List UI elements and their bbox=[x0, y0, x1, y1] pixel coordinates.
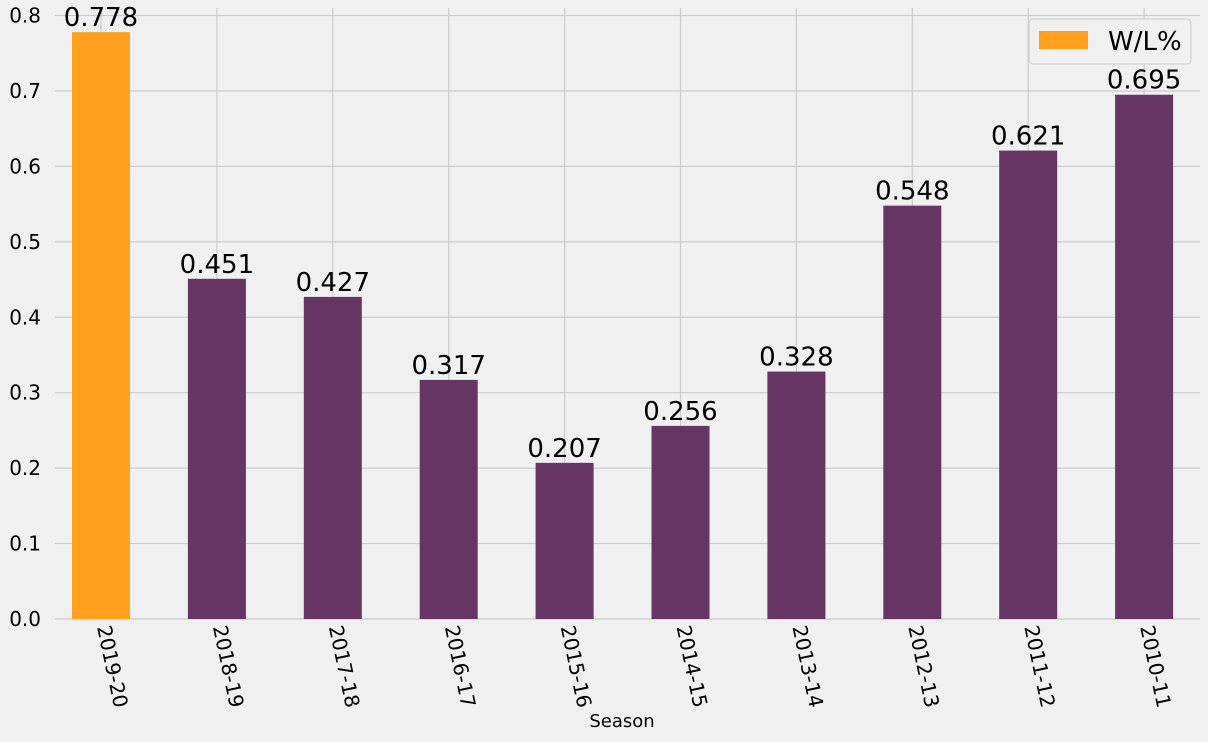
bar-value-label: 0.451 bbox=[180, 250, 254, 280]
bar-value-label: 0.207 bbox=[527, 434, 601, 464]
bar bbox=[767, 371, 826, 619]
y-axis-ticks: 0.0 0.1 0.2 0.3 0.4 0.5 0.6 0.7 0.8 bbox=[9, 4, 41, 631]
bar bbox=[72, 32, 130, 620]
bar-value-label: 0.548 bbox=[875, 177, 949, 207]
y-tick-label: 0.8 bbox=[9, 4, 41, 28]
bar bbox=[883, 205, 942, 620]
bars bbox=[72, 32, 1174, 620]
y-tick-label: 0.2 bbox=[9, 456, 41, 480]
bar bbox=[187, 278, 246, 619]
y-tick-label: 0.5 bbox=[9, 230, 41, 254]
bar-value-label: 0.427 bbox=[296, 268, 370, 298]
bar-value-labels: 0.778 0.451 0.427 0.317 0.207 0.256 0.328 0.548… bbox=[64, 3, 1182, 464]
legend-entry-label: W/L% bbox=[1108, 27, 1182, 57]
legend: W/L% bbox=[1028, 18, 1192, 65]
y-tick-label: 0.1 bbox=[9, 532, 41, 556]
bar-value-label: 0.317 bbox=[411, 351, 485, 381]
y-tick-label: 0.0 bbox=[9, 607, 41, 631]
x-axis-label: Season bbox=[589, 711, 654, 732]
legend-box bbox=[1028, 18, 1192, 65]
bar bbox=[999, 150, 1058, 620]
y-tick-label: 0.7 bbox=[9, 79, 41, 103]
bar bbox=[1115, 94, 1174, 620]
bar-value-label: 0.621 bbox=[991, 122, 1065, 152]
bar bbox=[651, 425, 710, 619]
bar bbox=[303, 296, 362, 619]
y-tick-label: 0.3 bbox=[9, 381, 41, 405]
y-tick-label: 0.4 bbox=[9, 305, 41, 329]
bar-value-label: 0.328 bbox=[759, 343, 833, 373]
bar-value-label: 0.256 bbox=[643, 397, 717, 427]
bar bbox=[535, 462, 594, 619]
legend-swatch bbox=[1039, 31, 1088, 49]
y-tick-label: 0.6 bbox=[9, 154, 41, 178]
bar-value-label: 0.695 bbox=[1107, 66, 1181, 96]
bar-value-label: 0.778 bbox=[64, 3, 138, 33]
bar bbox=[419, 379, 478, 619]
